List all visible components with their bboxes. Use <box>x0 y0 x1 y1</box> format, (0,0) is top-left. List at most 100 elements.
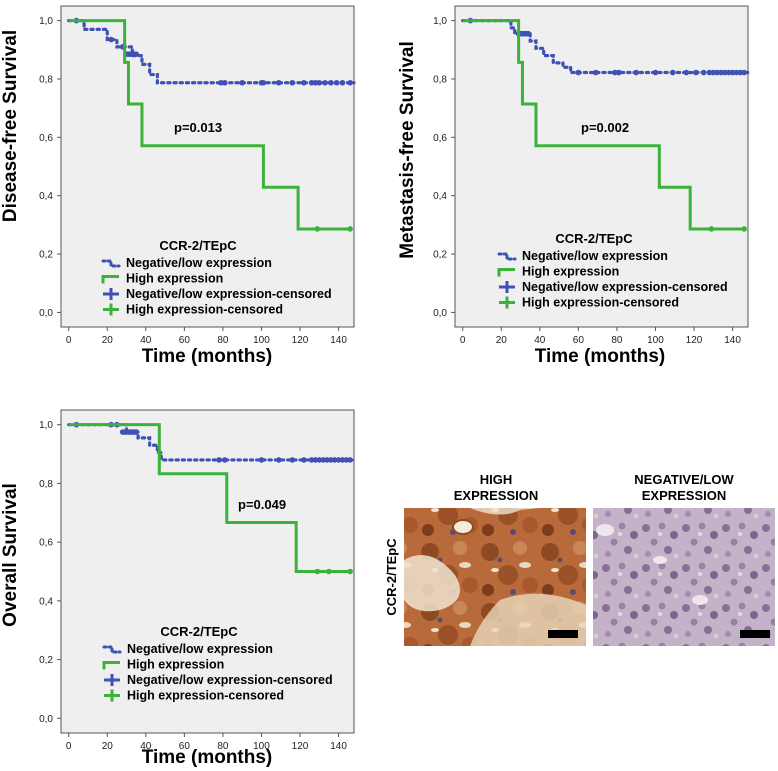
km-chart-2: 0 20 40 60 80 100 120 140 0,0 0,2 0,4 0,6 0,8 1,0 Meta… <box>397 5 750 367</box>
negative-low-censored-mark <box>339 457 346 463</box>
negative-low-censored-mark <box>343 457 350 463</box>
negative-low-censored-mark <box>133 51 139 57</box>
x-tick-label: 140 <box>330 741 347 752</box>
stroma-region <box>653 556 667 564</box>
x-tick-label: 20 <box>496 335 508 346</box>
negative-low-censored-mark <box>312 457 319 463</box>
high-censored-mark <box>314 568 321 575</box>
legend-swatch-negative-low-censored <box>499 281 515 293</box>
legend-swatch-negative-low <box>101 259 121 268</box>
negative-low-censored-mark <box>729 69 736 76</box>
negative-low-censored-mark <box>633 69 639 76</box>
negative-low-censored-mark <box>575 69 582 76</box>
negative-low-censored-mark <box>276 457 282 463</box>
legend-title: CCR-2/TEpC <box>159 238 237 253</box>
y-tick-label: 0,8 <box>39 479 53 490</box>
y-tick-label: 0,0 <box>433 308 447 319</box>
y-tick-label: 1,0 <box>433 16 447 27</box>
legend-swatch-high <box>497 268 515 277</box>
x-tick-label: 100 <box>253 741 270 752</box>
negative-low-censored-mark <box>737 69 744 76</box>
legend-swatch-high-censored <box>103 303 119 316</box>
negative-low-censored-mark <box>312 79 319 86</box>
y-axis-label: Overall Survival <box>0 483 21 627</box>
legend-swatch-high-censored <box>499 296 515 309</box>
negative-low-censored-mark <box>108 36 114 43</box>
x-tick-label: 60 <box>179 741 191 752</box>
p-value-label: p=0.013 <box>174 120 222 135</box>
legend-item-label: High expression-censored <box>127 689 284 703</box>
negative-low-censored-mark <box>218 79 224 86</box>
x-tick-label: 0 <box>460 335 466 346</box>
negative-low-censored-mark <box>741 69 747 76</box>
negative-low-censored-mark <box>276 79 282 86</box>
y-axis-label: Metastasis-free Survival <box>397 41 418 259</box>
legend-swatch-negative-low <box>102 645 122 654</box>
x-tick-label: 100 <box>253 335 270 346</box>
legend-swatch-negative-low-censored <box>104 674 120 686</box>
x-tick-label: 40 <box>534 335 546 346</box>
y-tick-label: 0,6 <box>39 538 53 549</box>
negative-low-censored-mark <box>289 79 296 86</box>
negative-low-censored-mark <box>616 69 622 76</box>
plot-area <box>60 5 355 328</box>
negative-low-censored-mark <box>322 79 328 86</box>
x-tick-label: 20 <box>102 741 114 752</box>
negative-low-censored-mark <box>710 69 717 76</box>
high-expression-line <box>68 19 351 231</box>
negative-low-censored-mark <box>216 457 222 463</box>
negative-low-censored-mark <box>222 457 228 463</box>
negative-low-censored-mark <box>133 429 139 435</box>
negative-low-censored-mark <box>339 79 346 86</box>
legend-item-label: Negative/low expression <box>127 642 273 656</box>
negative-low-censored-mark <box>612 69 618 76</box>
negative-low-censored-mark <box>592 69 599 76</box>
negative-low-censored-mark <box>320 457 326 463</box>
negative-low-censored-mark <box>722 69 728 76</box>
high-expression-line <box>68 423 351 573</box>
x-tick-label: 0 <box>66 741 72 752</box>
high-expression-line <box>462 19 745 231</box>
negative-low-censored-mark <box>693 69 699 76</box>
x-tick-label: 60 <box>179 335 191 346</box>
x-axis-label: Time (months) <box>142 346 273 367</box>
negative-low-censored-mark <box>331 457 338 463</box>
legend-title: CCR-2/TEpC <box>555 231 633 246</box>
plot-area <box>454 5 749 328</box>
legend-item-label: High expression <box>522 265 619 279</box>
negative-low-censored-mark <box>316 79 323 86</box>
x-tick-label: 100 <box>647 335 664 346</box>
km-chart-1: 0 20 40 60 80 100 120 140 0,0 0,2 0,4 0,6 0,8 1,0 Dise… <box>0 5 356 367</box>
p-value-label: p=0.049 <box>238 497 286 512</box>
negative-low-censored-mark <box>652 69 659 76</box>
negative-low-expression-line <box>461 18 750 75</box>
y-tick-label: 0,4 <box>39 596 53 607</box>
y-tick-label: 0,6 <box>433 133 447 144</box>
legend-swatch-high <box>102 661 120 670</box>
histology-panel: HIGHEXPRESSIONNEGATIVE/LOWEXPRESSIONCCR-… <box>384 472 775 646</box>
y-axis-label: Disease-free Survival <box>0 30 21 222</box>
negative-low-censored-mark <box>316 457 323 463</box>
x-tick-label: 120 <box>292 335 309 346</box>
legend-item-label: Negative/low expression-censored <box>127 673 333 687</box>
stroma-region <box>470 508 540 515</box>
negative-low-censored-mark <box>670 69 676 76</box>
y-tick-label: 0,6 <box>39 133 53 144</box>
negative-low-censored-mark <box>328 79 334 86</box>
negative-low-censored-mark <box>525 30 532 37</box>
stroma-region <box>692 595 708 605</box>
y-tick-label: 1,0 <box>39 420 53 431</box>
x-tick-label: 40 <box>140 741 152 752</box>
x-tick-label: 0 <box>66 335 72 346</box>
negative-low-censored-mark <box>289 457 296 463</box>
y-tick-label: 0,0 <box>39 714 53 725</box>
legend: CCR-2/TEpC Negative/low expression High ex… <box>101 238 332 317</box>
y-tick-label: 0,8 <box>39 74 53 85</box>
negative-low-expression-line <box>67 18 356 85</box>
stroma-region <box>596 524 614 536</box>
negative-low-expression-title: NEGATIVE/LOW <box>634 472 734 487</box>
negative-low-censored-mark <box>328 457 334 463</box>
legend-item-label: High expression <box>127 658 224 672</box>
y-tick-label: 1,0 <box>39 16 53 27</box>
